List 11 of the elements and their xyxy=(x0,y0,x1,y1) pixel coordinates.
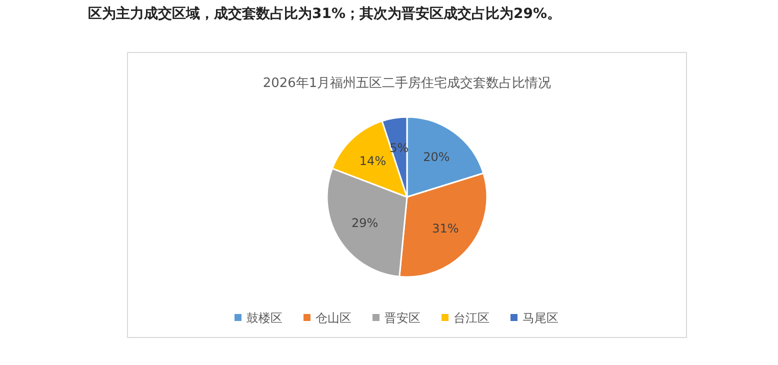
data-label: 14% xyxy=(359,154,386,168)
legend-label: 晋安区 xyxy=(384,311,420,325)
legend-label: 仓山区 xyxy=(316,311,352,325)
data-label: 29% xyxy=(352,216,378,230)
legend-label: 马尾区 xyxy=(522,311,558,325)
legend-label: 台江区 xyxy=(454,311,490,325)
data-label: 20% xyxy=(423,150,450,164)
chart-title: 2026年1月福州五区二手房住宅成交套数占比情况 xyxy=(262,75,552,91)
legend-label: 鼓楼区 xyxy=(246,311,282,325)
text: 区为主力成交区域，成交套数占比为31%；其次为晋安区成交占比为29%。 xyxy=(88,5,562,22)
data-label: 31% xyxy=(432,221,459,236)
